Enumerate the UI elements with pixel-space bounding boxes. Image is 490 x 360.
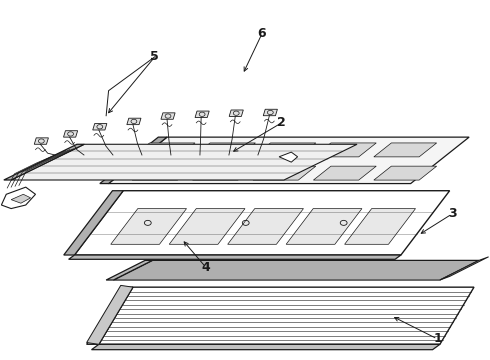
Text: 3: 3 bbox=[448, 207, 456, 220]
Polygon shape bbox=[74, 191, 450, 255]
Polygon shape bbox=[64, 191, 123, 255]
Polygon shape bbox=[193, 143, 255, 157]
Polygon shape bbox=[1, 187, 35, 208]
Polygon shape bbox=[279, 152, 297, 162]
Polygon shape bbox=[87, 285, 133, 344]
Polygon shape bbox=[132, 166, 195, 180]
Polygon shape bbox=[253, 166, 316, 180]
Polygon shape bbox=[11, 194, 30, 203]
Polygon shape bbox=[374, 143, 437, 157]
Polygon shape bbox=[344, 208, 416, 244]
Polygon shape bbox=[193, 166, 255, 180]
Polygon shape bbox=[161, 113, 175, 119]
Polygon shape bbox=[286, 208, 362, 244]
Polygon shape bbox=[4, 144, 84, 180]
Text: 2: 2 bbox=[277, 116, 286, 129]
Text: 4: 4 bbox=[202, 261, 210, 274]
Polygon shape bbox=[93, 123, 107, 130]
Polygon shape bbox=[92, 344, 440, 350]
Polygon shape bbox=[100, 137, 167, 184]
Polygon shape bbox=[109, 137, 469, 184]
Polygon shape bbox=[34, 138, 49, 144]
Polygon shape bbox=[69, 255, 401, 259]
Polygon shape bbox=[314, 143, 376, 157]
Polygon shape bbox=[440, 257, 489, 280]
Polygon shape bbox=[111, 208, 187, 244]
Polygon shape bbox=[99, 287, 474, 344]
Polygon shape bbox=[263, 109, 277, 116]
Text: 6: 6 bbox=[258, 27, 267, 40]
Text: 1: 1 bbox=[433, 333, 442, 346]
Polygon shape bbox=[127, 118, 141, 125]
Polygon shape bbox=[87, 287, 133, 344]
Polygon shape bbox=[314, 166, 376, 180]
Polygon shape bbox=[229, 110, 244, 116]
Polygon shape bbox=[106, 260, 152, 280]
Text: 5: 5 bbox=[150, 50, 159, 63]
Polygon shape bbox=[169, 208, 245, 244]
Polygon shape bbox=[253, 143, 316, 157]
Polygon shape bbox=[11, 144, 357, 180]
Polygon shape bbox=[132, 143, 195, 157]
Polygon shape bbox=[195, 111, 209, 117]
Polygon shape bbox=[64, 131, 77, 137]
Polygon shape bbox=[114, 260, 479, 280]
Polygon shape bbox=[228, 208, 303, 244]
Polygon shape bbox=[374, 166, 437, 180]
